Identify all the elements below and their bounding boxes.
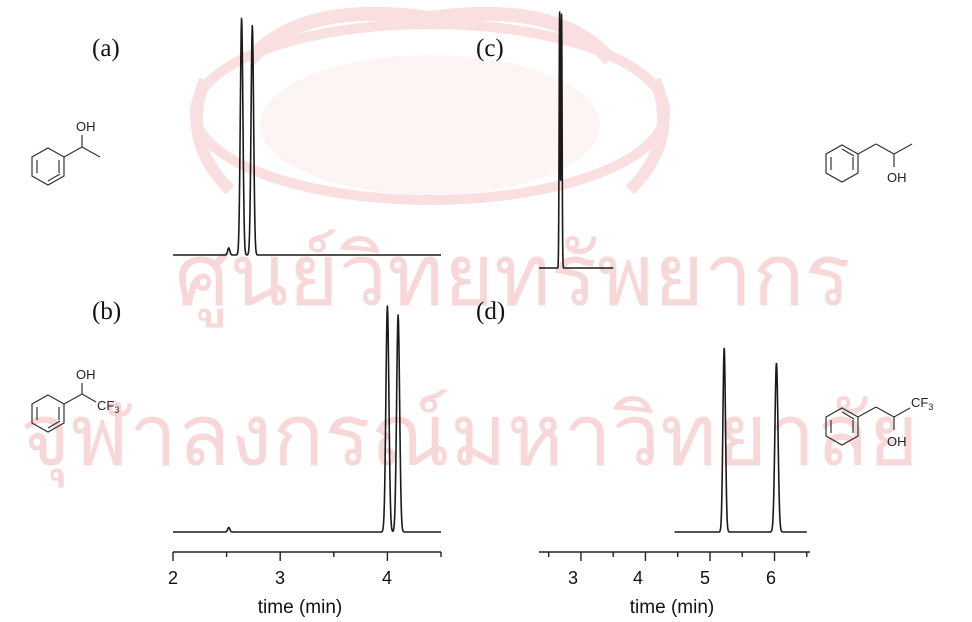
x-axis-title-left: time (min)	[258, 597, 342, 618]
watermark-seal	[190, 6, 670, 205]
panel-label-d: (d)	[476, 298, 505, 325]
molecule-d-cf3-label: CF3	[911, 395, 933, 412]
watermark-line1: ศูนย์วิทยทรัพยากร	[175, 228, 851, 328]
molecule-b-oh-label: OH	[76, 367, 96, 382]
molecule-a-oh-label: OH	[76, 119, 96, 134]
watermark: ศูนย์วิทยทรัพยากร จุฬาลงกรณ์มหาวิทยาลัย	[20, 6, 919, 488]
molecule-c-structure: OH	[825, 143, 913, 185]
x-tick-label-left-3: 3	[275, 568, 285, 588]
molecule-b-structure: OH CF3	[31, 367, 119, 433]
chromatogram-trace-d	[673, 347, 808, 533]
panel-label-b: (b)	[92, 298, 121, 325]
x-tick-label-right-6: 6	[766, 568, 776, 588]
molecule-a-structure: OH	[31, 119, 101, 186]
x-axis-title-right: time (min)	[630, 597, 714, 618]
x-tick-label-right-3: 3	[568, 568, 578, 588]
chromatogram-trace-c	[538, 11, 614, 269]
panel-label-a: (a)	[92, 35, 120, 62]
molecule-d-structure: CF3 OH	[825, 395, 933, 449]
molecule-d-oh-label: OH	[887, 434, 907, 449]
x-tick-label-right-4: 4	[633, 568, 643, 588]
watermark-line2: จุฬาลงกรณ์มหาวิทยาลัย	[20, 388, 919, 488]
x-axis-left	[172, 551, 442, 561]
x-tick-label-left-4: 4	[382, 568, 392, 588]
molecule-b-cf3-label: CF3	[97, 398, 119, 415]
chromatogram-trace-b	[172, 305, 442, 533]
x-axis-right	[539, 551, 810, 561]
molecule-c-oh-label: OH	[887, 170, 907, 185]
chromatogram-trace-a	[172, 17, 442, 256]
panel-label-c: (c)	[476, 35, 504, 62]
x-tick-label-left-2: 2	[168, 568, 178, 588]
x-tick-label-right-5: 5	[700, 568, 710, 588]
